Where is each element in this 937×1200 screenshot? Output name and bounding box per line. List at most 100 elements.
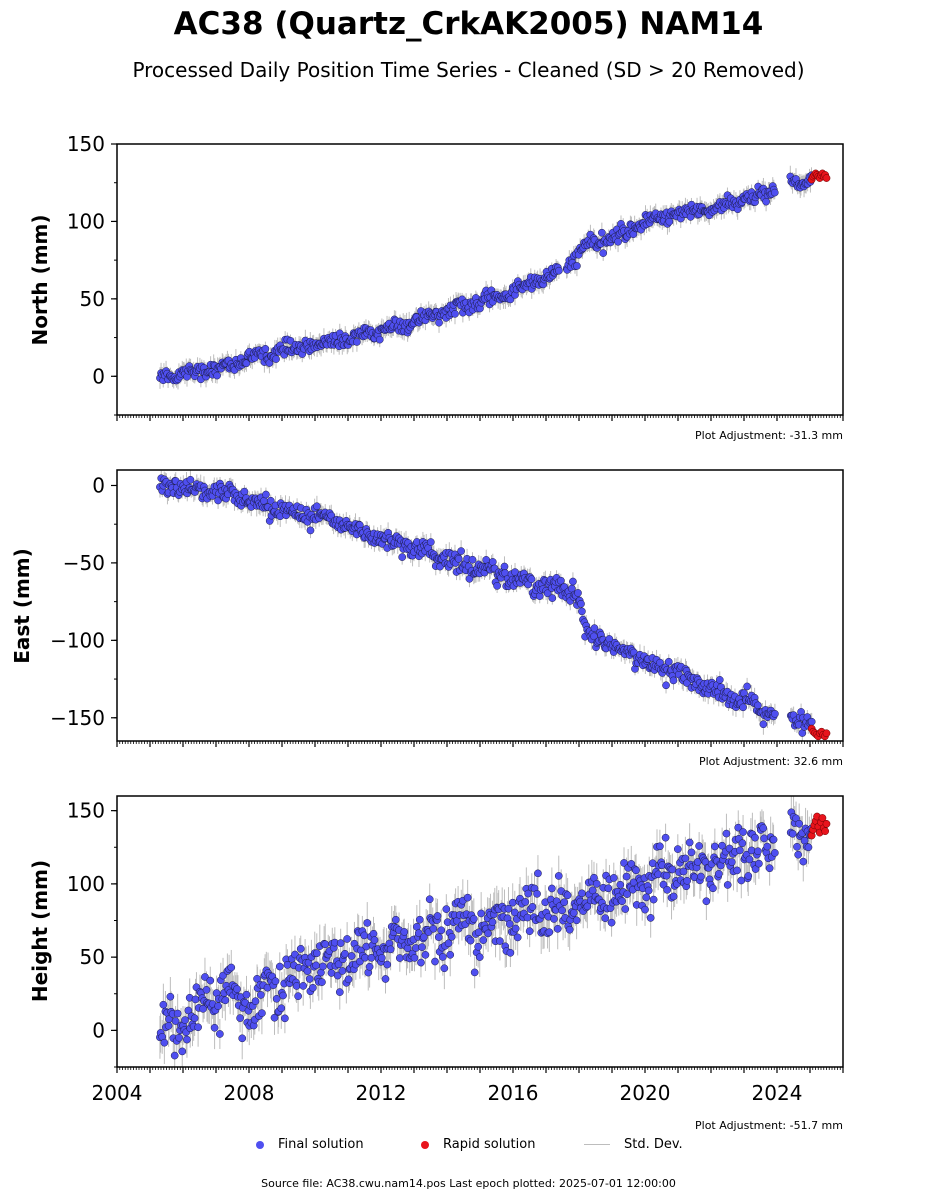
height-final-point xyxy=(524,889,533,898)
height-final-point xyxy=(292,982,301,990)
height-final-point xyxy=(679,867,688,876)
north-final-solution-points xyxy=(156,171,816,385)
height-final-point xyxy=(431,957,439,966)
east-final-point xyxy=(306,526,315,535)
height-final-point xyxy=(160,1038,169,1047)
height-final-point xyxy=(178,1047,187,1056)
east-final-point xyxy=(569,577,577,586)
north-final-point xyxy=(598,228,606,237)
east-final-point xyxy=(590,624,599,633)
legend-rapid-label: Rapid solution xyxy=(443,1137,536,1152)
height-final-point xyxy=(166,992,175,1001)
height-y-tick-label: 100 xyxy=(67,872,105,896)
height-final-point xyxy=(673,845,682,853)
height-final-point xyxy=(336,939,345,947)
height-final-point xyxy=(695,842,703,850)
height-final-point xyxy=(755,859,763,868)
east-final-point xyxy=(457,547,465,555)
height-final-point xyxy=(199,1004,207,1013)
height-final-point xyxy=(305,975,314,983)
height-final-point xyxy=(505,920,514,928)
height-final-point xyxy=(560,898,569,907)
height-final-point xyxy=(769,835,778,844)
east-final-point xyxy=(669,676,678,685)
height-final-point xyxy=(588,886,597,895)
height-final-point xyxy=(181,1016,189,1024)
height-final-point xyxy=(765,864,774,873)
height-final-point xyxy=(164,1021,173,1030)
height-final-point xyxy=(299,982,308,990)
plot-adjustment-height: Plot Adjustment: -51.7 mm xyxy=(695,1119,843,1132)
height-final-point xyxy=(554,872,563,880)
height-final-point xyxy=(361,953,369,962)
height-final-point xyxy=(616,880,625,889)
source-line: Source file: AC38.cwu.nam14.pos Last epo… xyxy=(261,1177,676,1190)
height-final-point xyxy=(618,897,626,906)
height-final-point xyxy=(429,924,438,933)
height-final-point xyxy=(272,994,281,1003)
east-y-tick-label: −50 xyxy=(63,551,105,575)
height-final-point xyxy=(395,954,404,962)
height-final-point xyxy=(183,1035,191,1044)
height-final-point xyxy=(744,872,753,880)
height-final-point xyxy=(545,928,554,937)
height-final-point xyxy=(607,918,616,927)
height-final-point xyxy=(370,936,379,944)
height-final-point xyxy=(383,960,392,969)
north-final-point xyxy=(286,336,295,345)
height-final-point xyxy=(417,958,425,967)
figure-subtitle: Processed Daily Position Time Series - C… xyxy=(132,58,805,82)
height-final-point xyxy=(210,1023,219,1032)
east-final-point xyxy=(426,538,435,546)
east-panel: 0 −50 −100 −150 East (mm) xyxy=(10,469,844,747)
height-final-point xyxy=(369,929,378,938)
height-final-point xyxy=(279,991,287,1000)
height-final-point xyxy=(718,841,726,850)
height-final-point xyxy=(433,912,442,920)
height-final-point xyxy=(513,933,522,942)
height-final-point xyxy=(386,945,395,954)
north-final-point xyxy=(614,237,622,246)
height-final-point xyxy=(754,847,762,856)
height-final-point xyxy=(271,977,280,986)
height-final-point xyxy=(632,866,640,875)
height-final-point xyxy=(253,974,261,983)
east-y-tick-label: 0 xyxy=(92,473,105,497)
east-final-point xyxy=(266,496,275,505)
height-final-point xyxy=(751,833,759,842)
height-final-point xyxy=(659,880,668,889)
height-final-point xyxy=(578,889,586,898)
height-final-solution-points xyxy=(156,808,816,1060)
height-final-point xyxy=(283,961,292,969)
height-y-tick-label: 150 xyxy=(67,799,105,823)
height-final-point xyxy=(258,1009,266,1017)
east-final-point xyxy=(535,592,544,600)
north-final-point xyxy=(261,345,270,353)
north-y-tick-label: 50 xyxy=(80,287,105,311)
east-std-dev-bars xyxy=(159,470,813,741)
height-final-point xyxy=(242,990,251,999)
height-final-point xyxy=(309,983,317,992)
height-final-point xyxy=(365,962,374,971)
height-final-point xyxy=(335,988,344,996)
height-y-axis-label: Height (mm) xyxy=(28,860,52,1002)
height-final-point xyxy=(558,906,566,915)
height-final-point xyxy=(760,834,769,843)
height-final-point xyxy=(623,890,631,898)
height-final-point xyxy=(233,985,241,993)
height-final-point xyxy=(668,865,677,874)
height-final-point xyxy=(804,843,813,852)
height-final-point xyxy=(238,1034,247,1043)
height-final-point xyxy=(236,1014,244,1022)
height-final-point xyxy=(662,871,671,880)
height-final-point xyxy=(420,933,428,941)
height-final-point xyxy=(475,953,484,961)
height-final-point xyxy=(227,963,236,972)
height-final-point xyxy=(508,898,517,907)
height-final-point xyxy=(737,876,746,885)
east-final-point xyxy=(771,709,779,718)
height-final-point xyxy=(347,952,356,960)
height-final-point xyxy=(344,975,353,984)
east-final-point xyxy=(739,703,747,712)
